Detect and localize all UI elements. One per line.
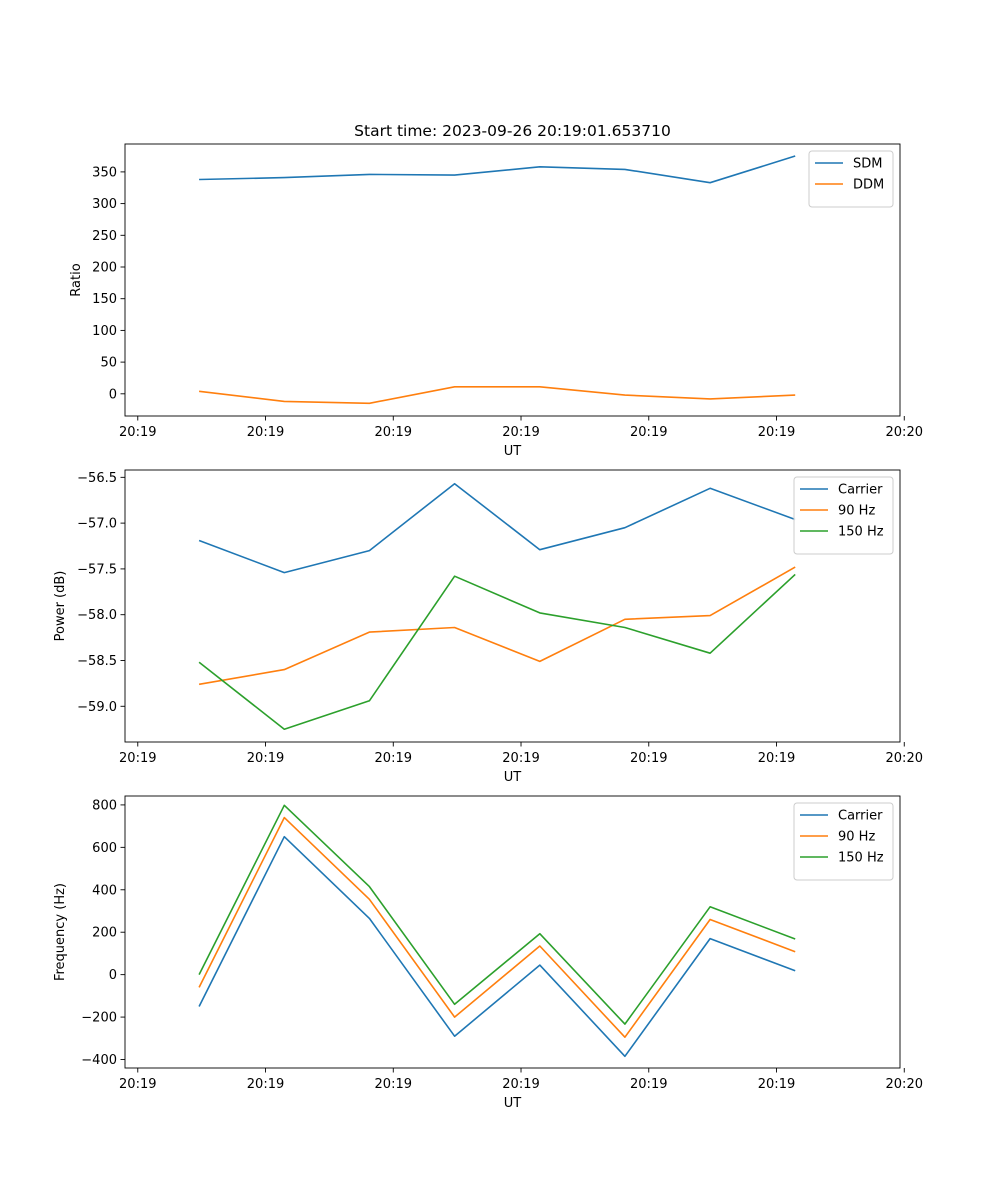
y-tick-label: 100 <box>92 324 117 339</box>
ratio-plot-frame <box>124 143 901 417</box>
legend-label: Carrier <box>838 483 883 498</box>
y-tick-label: 350 <box>92 165 117 180</box>
x-tick-label: 20:19 <box>375 751 412 766</box>
x-tick-label: 20:19 <box>502 1077 539 1092</box>
x-tick-label: 20:19 <box>119 751 156 766</box>
power-plot-frame <box>124 469 901 743</box>
series-line-150-hz <box>198 573 796 731</box>
x-tick-label: 20:19 <box>758 425 795 440</box>
y-tick-label: −57.5 <box>77 562 117 577</box>
legend-frame <box>808 150 894 208</box>
frequency-panel: 20:19 20:19 20:19 20:19 20:19 20:19 20:20 −400 −… <box>53 795 923 1111</box>
series-line-90-hz <box>198 566 796 686</box>
y-tick-label: −56.5 <box>77 471 117 486</box>
legend-frame <box>793 476 894 555</box>
x-tick-label: 20:19 <box>119 1077 156 1092</box>
x-tick-label: 20:20 <box>886 1077 923 1092</box>
legend-label: 150 Hz <box>838 525 884 540</box>
legend-label: 150 Hz <box>838 851 884 866</box>
series-line-sdm <box>199 155 796 184</box>
legend-frame <box>793 802 894 881</box>
series-line-carrier <box>198 482 796 574</box>
x-tick-label: 20:19 <box>375 1077 412 1092</box>
y-tick-label: 0 <box>109 968 117 983</box>
legend: SDM DDM <box>808 150 894 208</box>
y-tick-label: −58.0 <box>77 608 117 623</box>
x-tick-label: 20:19 <box>630 751 667 766</box>
x-tick-label: 20:20 <box>886 751 923 766</box>
x-tick-label: 20:19 <box>630 1077 667 1092</box>
x-tick-label: 20:19 <box>247 751 284 766</box>
y-tick-label: −57.0 <box>77 517 117 532</box>
x-tick-label: 20:19 <box>375 425 412 440</box>
y-tick-label: 0 <box>109 387 117 402</box>
y-tick-label: 600 <box>92 841 117 856</box>
legend: Carrier 90 Hz 150 Hz <box>793 476 894 555</box>
series-line-carrier <box>198 835 796 1058</box>
series-line-90-hz <box>198 816 796 1038</box>
y-tick-label: −59.0 <box>77 700 117 715</box>
power-panel: 20:19 20:19 20:19 20:19 20:19 20:19 20:20 −59.0… <box>53 469 923 785</box>
x-tick-label: 20:19 <box>502 425 539 440</box>
y-axis-label: Frequency (Hz) <box>53 883 68 981</box>
legend-label: 90 Hz <box>838 504 875 519</box>
legend-label: Carrier <box>838 809 883 824</box>
y-tick-label: −400 <box>81 1053 117 1068</box>
x-tick-label: 20:20 <box>886 425 923 440</box>
legend-label: DDM <box>853 178 884 193</box>
y-tick-label: 50 <box>100 356 117 371</box>
chart-title: Start time: 2023-09-26 20:19:01.653710 <box>354 122 671 140</box>
y-tick-label: 200 <box>92 926 117 941</box>
legend: Carrier 90 Hz 150 Hz <box>793 802 894 881</box>
y-tick-label: 400 <box>92 883 117 898</box>
series-line-150-hz <box>198 804 796 1025</box>
y-tick-label: 300 <box>92 197 117 212</box>
legend-label: 90 Hz <box>838 830 875 845</box>
x-tick-label: 20:19 <box>247 1077 284 1092</box>
y-axis-label: Ratio <box>69 263 84 296</box>
x-tick-label: 20:19 <box>758 751 795 766</box>
y-tick-label: 200 <box>92 261 117 276</box>
x-tick-label: 20:19 <box>502 751 539 766</box>
y-axis-label: Power (dB) <box>53 571 68 642</box>
y-tick-label: 150 <box>92 292 117 307</box>
x-axis-label: UT <box>504 444 522 459</box>
ratio-panel: 20:19 20:19 20:19 20:19 20:19 20:19 20:20 0 50 10… <box>69 143 923 459</box>
y-tick-label: 250 <box>92 229 117 244</box>
frequency-plot-frame <box>124 795 901 1069</box>
series-line-ddm <box>199 385 796 405</box>
y-tick-label: −58.5 <box>77 654 117 669</box>
y-tick-label: −200 <box>81 1011 117 1026</box>
x-axis-label: UT <box>504 770 522 785</box>
y-tick-label: 800 <box>92 798 117 813</box>
legend-label: SDM <box>853 157 882 172</box>
x-tick-label: 20:19 <box>758 1077 795 1092</box>
x-tick-label: 20:19 <box>119 425 156 440</box>
x-tick-label: 20:19 <box>247 425 284 440</box>
x-axis-label: UT <box>504 1096 522 1111</box>
x-tick-label: 20:19 <box>630 425 667 440</box>
